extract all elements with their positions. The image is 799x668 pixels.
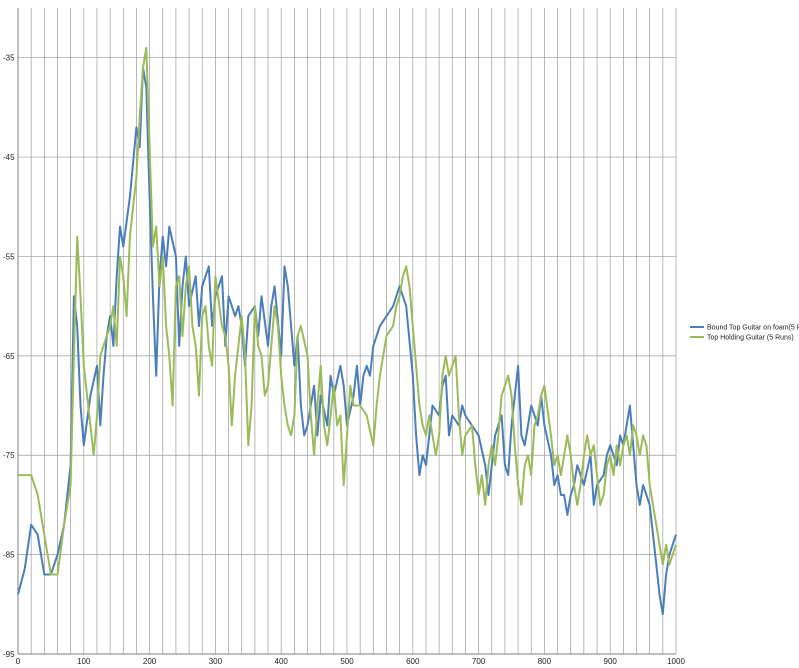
x-tick-label: 700 — [472, 657, 486, 666]
y-tick-labels: -35 -45 -55 -65 -75 -85 -95 — [3, 54, 15, 659]
axes — [17, 8, 676, 655]
y-tick-label: -55 — [3, 252, 15, 261]
series-layer — [17, 46, 677, 616]
x-tick-label: 300 — [209, 657, 223, 666]
x-tick-label: 800 — [538, 657, 552, 666]
y-tick-label: -95 — [3, 650, 15, 659]
x-tick-label: 600 — [406, 657, 420, 666]
legend: Bound Top Guitar on foam(5 Runs) Top Hold… — [690, 325, 799, 342]
x-tick-label: 500 — [340, 657, 354, 666]
y-tick-label: -45 — [3, 153, 15, 162]
x-tick-label: 100 — [77, 657, 91, 666]
legend-label-2: Top Holding Guitar (5 Runs) — [707, 335, 794, 342]
y-tick-label: -65 — [3, 352, 15, 361]
y-tick-label: -85 — [3, 551, 15, 560]
y-tick-label: -35 — [3, 54, 15, 63]
x-tick-label: 1000 — [667, 657, 685, 666]
x-tick-label: 0 — [16, 657, 21, 666]
y-tick-label: -75 — [3, 451, 15, 460]
x-tick-label: 400 — [275, 657, 289, 666]
grid-lines — [17, 8, 677, 655]
series-line-2 — [18, 46, 677, 576]
x-tick-label: 900 — [604, 657, 618, 666]
legend-label-1: Bound Top Guitar on foam(5 Runs) — [707, 325, 799, 332]
x-tick-labels: 0 100 200 300 400 500 600 700 800 900 1000 — [16, 657, 686, 666]
x-tick-label: 200 — [143, 657, 157, 666]
